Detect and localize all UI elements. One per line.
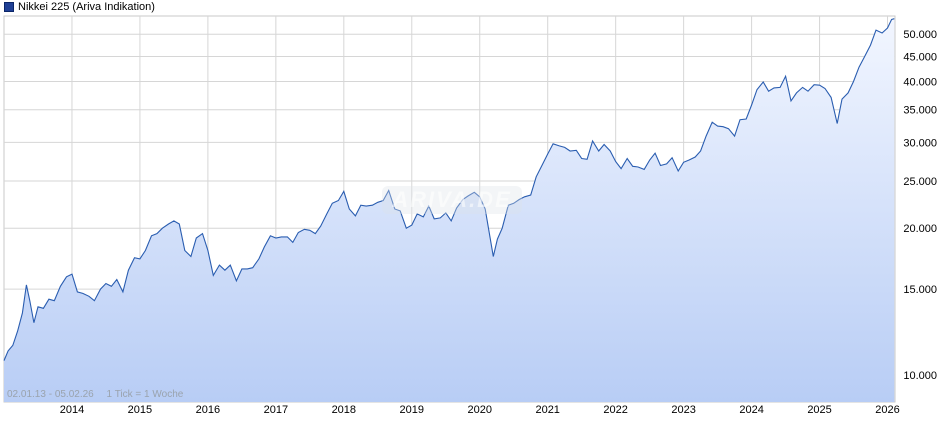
price-line xyxy=(3,18,895,361)
x-tick-label: 2021 xyxy=(535,404,559,416)
y-tick-label: 30.000 xyxy=(903,137,937,149)
legend-label: Nikkei 225 (Ariva Indikation) xyxy=(18,1,155,13)
y-axis-labels: 10.000 15.000 20.000 25.000 30.000 35.000 40.0… xyxy=(903,29,937,382)
x-tick-label: 2024 xyxy=(739,404,763,416)
y-tick-label: 10.000 xyxy=(903,370,937,382)
chart-footnote: 02.01.13 - 05.02.26 1 Tick = 1 Woche xyxy=(7,389,193,400)
y-tick-label: 40.000 xyxy=(903,76,937,88)
x-tick-label: 2023 xyxy=(671,404,695,416)
y-tick-label: 35.000 xyxy=(903,105,937,117)
x-tick-label: 2025 xyxy=(807,404,831,416)
x-tick-label: 2016 xyxy=(196,404,220,416)
y-tick-label: 50.000 xyxy=(903,29,937,41)
date-range-label: 02.01.13 - 05.02.26 xyxy=(7,389,94,400)
x-axis-labels: 2014 2015 2016 2017 2018 2019 2020 2021 2022 2023… xyxy=(60,404,900,416)
y-tick-label: 20.000 xyxy=(903,223,937,235)
x-tick-label: 2026 xyxy=(875,404,899,416)
x-tick-label: 2015 xyxy=(128,404,152,416)
x-tick-label: 2020 xyxy=(468,404,492,416)
x-tick-label: 2018 xyxy=(332,404,356,416)
y-tick-label: 45.000 xyxy=(903,52,937,64)
legend: Nikkei 225 (Ariva Indikation) xyxy=(4,0,155,14)
x-tick-label: 2019 xyxy=(400,404,424,416)
x-tick-label: 2022 xyxy=(603,404,627,416)
y-tick-label: 25.000 xyxy=(903,176,937,188)
legend-swatch xyxy=(4,2,14,12)
x-tick-label: 2017 xyxy=(264,404,288,416)
watermark-logo: ARIVA.DE xyxy=(382,186,522,214)
area-fill xyxy=(4,18,895,402)
tick-interval-label: 1 Tick = 1 Woche xyxy=(106,389,184,400)
x-tick-label: 2014 xyxy=(60,404,84,416)
y-tick-label: 15.000 xyxy=(903,284,937,296)
